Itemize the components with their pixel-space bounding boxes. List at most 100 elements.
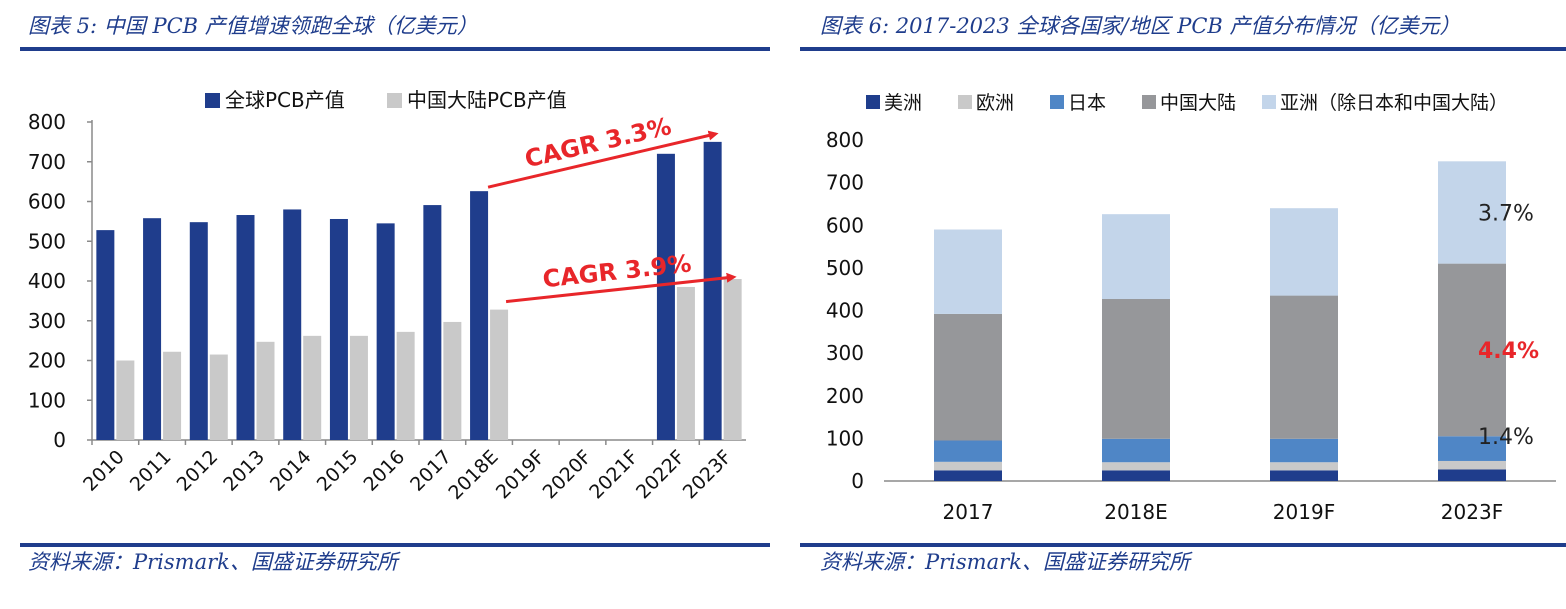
legend-label: 中国大陆PCB产值 — [407, 88, 567, 112]
bar-global — [703, 141, 722, 440]
bar-global — [376, 223, 395, 440]
y-tick-label: 600 — [826, 213, 864, 237]
growth-label: 3.7% — [1478, 201, 1534, 226]
panel-pcb-growth: 图表 5: 中国 PCB 产值增速领跑全球（亿美元） 0 100 200 300 400… — [0, 0, 770, 609]
y-tick-label: 400 — [28, 269, 66, 293]
y-tick-label: 300 — [826, 341, 864, 365]
stack-segment — [1102, 438, 1170, 463]
y-tick-label: 100 — [28, 388, 66, 412]
x-tick-label: 2014 — [266, 446, 316, 496]
stack-segment — [1102, 470, 1170, 481]
stack-segment — [1270, 208, 1338, 296]
source-note: 资料来源：Prismark、国盛证券研究所 — [28, 550, 398, 574]
stack-segment — [1438, 460, 1506, 470]
stack-segment — [1270, 462, 1338, 471]
legend-swatch — [958, 95, 972, 109]
legend-swatch — [1262, 95, 1276, 109]
legend-label: 日本 — [1068, 92, 1106, 114]
bar-global — [236, 215, 255, 440]
y-tick-label: 800 — [28, 110, 66, 134]
y-tick-label: 500 — [826, 256, 864, 280]
bar-global — [96, 230, 115, 440]
y-tick-label: 0 — [53, 428, 66, 452]
x-tick-label: 2010 — [79, 446, 129, 496]
stack-segment — [1270, 438, 1338, 463]
bar-china — [116, 360, 135, 440]
x-tick-label: 2013 — [219, 446, 269, 496]
bar-global — [423, 205, 442, 440]
stack-segment — [1102, 462, 1170, 471]
bar-china — [163, 351, 182, 440]
bar-china — [676, 286, 695, 440]
cagr-arrow — [487, 130, 719, 189]
legend-swatch — [1142, 95, 1156, 109]
x-tick-label: 2023F — [1441, 500, 1503, 524]
y-tick-label: 700 — [28, 150, 66, 174]
x-tick-label: 2019F — [1273, 500, 1335, 524]
y-tick-label: 600 — [28, 190, 66, 214]
stack-segment — [1270, 295, 1338, 439]
pcb-distribution-stacked-chart: 0 100 200 300 400 500 600 700 800 2017 2018E 2019F 2… — [826, 92, 1556, 524]
y-tick-label: 500 — [28, 229, 66, 253]
legend-label: 亚洲（除日本和中国大陆） — [1280, 92, 1508, 114]
x-tick-label: 2018E — [444, 446, 502, 504]
bar-china — [209, 354, 228, 440]
x-tick-label: 2011 — [126, 446, 176, 496]
y-tick-label: 400 — [826, 299, 864, 323]
y-tick-label: 300 — [28, 309, 66, 333]
x-tick-label: 2020F — [539, 446, 596, 503]
legend-label: 欧洲 — [976, 92, 1014, 114]
stack-segment — [934, 461, 1002, 471]
stack-segment — [934, 229, 1002, 314]
bar-global — [189, 222, 208, 440]
source-note: 资料来源：Prismark、国盛证券研究所 — [820, 550, 1190, 574]
bar-global — [143, 218, 162, 440]
bar-global — [656, 153, 675, 441]
y-tick-label: 0 — [851, 469, 864, 493]
bar-china — [396, 331, 415, 440]
legend-label: 全球PCB产值 — [225, 88, 345, 112]
bar-china — [349, 335, 368, 440]
bar-china — [256, 341, 275, 440]
bar-china — [303, 335, 322, 440]
stack-segment — [1102, 298, 1170, 439]
figure-title: 图表 6: 2017-2023 全球各国家/地区 PCB 产值分布情况（亿美元） — [820, 14, 1461, 38]
x-tick-label: 2021F — [585, 446, 642, 503]
source-rule — [20, 543, 770, 547]
x-tick-label: 2017 — [943, 500, 994, 524]
figure-title: 图表 5: 中国 PCB 产值增速领跑全球（亿美元） — [28, 14, 478, 38]
bar-china — [723, 279, 742, 440]
bar-global — [283, 209, 302, 440]
legend-label: 美洲 — [884, 92, 922, 114]
stack-segment — [1438, 436, 1506, 461]
stack-segment — [1270, 470, 1338, 481]
legend-swatch — [387, 93, 402, 108]
legend-swatch — [1050, 95, 1064, 109]
bar-china — [443, 321, 462, 440]
cagr-label: CAGR 3.3% — [522, 112, 674, 173]
x-tick-label: 2015 — [313, 446, 363, 496]
stack-segment — [934, 313, 1002, 441]
x-tick-label: 2019F — [492, 446, 549, 503]
panel-pcb-distribution: 图表 6: 2017-2023 全球各国家/地区 PCB 产值分布情况（亿美元）… — [800, 0, 1566, 609]
y-tick-label: 800 — [826, 128, 864, 152]
stack-segment — [1438, 263, 1506, 437]
bar-china — [490, 309, 509, 440]
stack-segment — [1102, 214, 1170, 299]
title-rule — [800, 47, 1566, 51]
growth-label: 1.4% — [1478, 425, 1534, 450]
growth-label: 4.4% — [1478, 339, 1539, 364]
y-tick-label: 100 — [826, 426, 864, 450]
x-tick-label: 2023F — [679, 446, 736, 503]
y-tick-label: 200 — [28, 349, 66, 373]
stack-segment — [934, 470, 1002, 481]
legend-swatch — [866, 95, 880, 109]
source-rule — [800, 543, 1566, 547]
stack-segment — [1438, 469, 1506, 481]
title-rule — [20, 47, 770, 51]
x-tick-label: 2018E — [1104, 500, 1168, 524]
bar-global — [329, 218, 348, 440]
legend-swatch — [205, 93, 220, 108]
bar-global — [470, 191, 489, 440]
x-tick-label: 2016 — [359, 446, 409, 496]
